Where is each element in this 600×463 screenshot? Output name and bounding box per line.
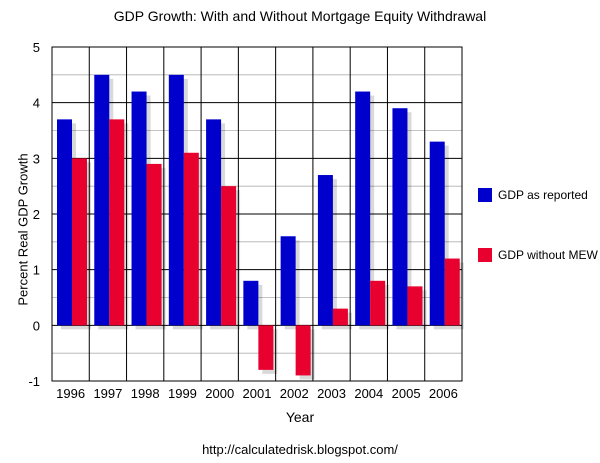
x-ticks: 1996 1997 1998 1999 2000 2001 2002 2003 2004 2005… — [56, 386, 458, 401]
y-axis-label: Percent Real GDP Growth — [15, 153, 31, 306]
bar-gdp-without-mew-2000 — [221, 186, 237, 326]
bar-gdp-without-mew-2006 — [444, 258, 460, 326]
bar-gdp-without-mew-1999 — [183, 152, 199, 326]
bars — [57, 74, 464, 380]
x-tick-label: 1996 — [56, 386, 85, 401]
bar-gdp-reported-2000 — [206, 119, 222, 326]
legend-swatch-gdp-without-mew — [478, 248, 492, 262]
bar-gdp-without-mew-2003 — [332, 308, 348, 326]
y-tick-label: 5 — [33, 40, 40, 55]
x-tick-label: 1999 — [168, 386, 197, 401]
y-tick-label: 3 — [33, 151, 40, 166]
chart-title: GDP Growth: With and Without Mortgage Eq… — [113, 8, 487, 24]
bar-gdp-reported-2003 — [317, 175, 333, 326]
bar-gdp-without-mew-1996 — [72, 158, 87, 326]
y-ticks: -1 0 1 2 3 4 5 — [28, 40, 40, 389]
x-tick-label: 2004 — [354, 386, 383, 401]
bar-gdp-reported-2006 — [429, 141, 445, 326]
y-tick-label: 4 — [33, 96, 40, 111]
x-tick-label: 2000 — [205, 386, 234, 401]
x-tick-label: 1997 — [93, 386, 122, 401]
legend-swatch-gdp-reported — [478, 188, 492, 202]
bar-gdp-reported-2005 — [392, 108, 408, 326]
y-tick-label: -1 — [28, 374, 40, 389]
bar-gdp-without-mew-2005 — [407, 286, 423, 326]
x-tick-label: 2006 — [429, 386, 458, 401]
axes — [51, 46, 463, 382]
bar-gdp-without-mew-2001 — [258, 325, 274, 370]
y-tick-label: 1 — [33, 263, 40, 278]
x-axis-label: Year — [285, 409, 315, 425]
bar-gdp-reported-1997 — [94, 74, 110, 326]
source-url: http://calculatedrisk.blogspot.com/ — [202, 442, 398, 457]
y-tick-label: 0 — [33, 318, 40, 333]
bar-gdp-reported-2002 — [280, 236, 296, 326]
x-tick-label: 2001 — [243, 386, 272, 401]
bar-gdp-without-mew-1998 — [146, 163, 162, 326]
bar-gdp-without-mew-2002 — [295, 325, 311, 376]
bar-gdp-without-mew-1997 — [109, 119, 125, 326]
bar-gdp-reported-2001 — [243, 280, 259, 326]
x-tick-label: 2003 — [317, 386, 346, 401]
legend-label-gdp-reported: GDP as reported — [498, 188, 588, 202]
bar-gdp-reported-1996 — [57, 119, 72, 326]
bar-gdp-reported-1998 — [131, 91, 147, 326]
bar-gdp-reported-1999 — [168, 74, 184, 326]
y-tick-label: 2 — [33, 207, 40, 222]
bar-gdp-reported-2004 — [355, 91, 371, 326]
x-tick-label: 2005 — [392, 386, 421, 401]
x-tick-label: 1998 — [131, 386, 160, 401]
x-tick-label: 2002 — [280, 386, 309, 401]
plot-frame — [51, 46, 463, 382]
bar-gdp-without-mew-2004 — [370, 280, 386, 326]
legend-label-gdp-without-mew: GDP without MEW — [498, 248, 598, 262]
